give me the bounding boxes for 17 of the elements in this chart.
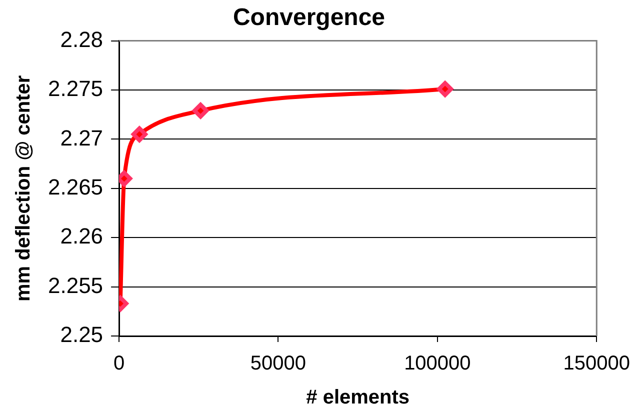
- x-tick-label: 50000: [250, 352, 306, 375]
- y-tick-label: 2.265: [48, 174, 104, 200]
- point: [437, 81, 454, 98]
- chart-title: Convergence: [232, 4, 386, 32]
- y-tick-label: 2.26: [60, 224, 104, 249]
- x-tick-label: 150000: [563, 352, 630, 375]
- y-axis-title: mm deflection @ center: [12, 75, 35, 302]
- y-tick-label: 2.27: [60, 125, 104, 150]
- point: [192, 102, 209, 119]
- x-tick-label: 100000: [404, 352, 471, 375]
- x-axis-title: # elements: [306, 386, 410, 409]
- y-tick-label: 2.25: [60, 322, 104, 348]
- x-tick-label: 0: [113, 352, 125, 375]
- y-tick-label: 2.275: [48, 76, 104, 102]
- y-tick-label: 2.255: [48, 272, 104, 298]
- y-tick-label: 2.28: [60, 26, 104, 52]
- point: [131, 126, 148, 142]
